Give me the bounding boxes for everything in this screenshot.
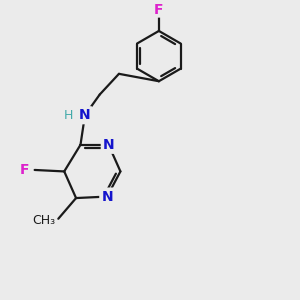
Text: N: N: [103, 138, 114, 152]
Text: N: N: [101, 190, 113, 204]
Text: F: F: [154, 3, 164, 17]
Text: CH₃: CH₃: [32, 214, 56, 227]
Text: H: H: [64, 109, 74, 122]
Text: N: N: [79, 108, 91, 122]
Text: F: F: [20, 163, 29, 177]
